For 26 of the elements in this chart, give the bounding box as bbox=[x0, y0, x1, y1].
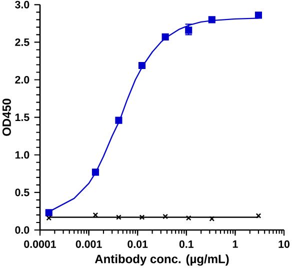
x-tick-label: 0.0001 bbox=[24, 240, 56, 248]
point bbox=[139, 214, 145, 220]
point bbox=[115, 116, 122, 124]
y-tick-label: 0.5 bbox=[15, 188, 30, 196]
point bbox=[162, 33, 169, 40]
y-tick-label: 1.5 bbox=[15, 114, 30, 122]
x-tick-label: 10 bbox=[278, 240, 290, 248]
point bbox=[185, 26, 192, 34]
y-tick-label: 1.0 bbox=[15, 151, 30, 159]
x-tick-label: 0.1 bbox=[179, 240, 194, 248]
point bbox=[138, 62, 146, 70]
y-axis-title: OD450 bbox=[2, 98, 11, 136]
y-tick-label: 2.0 bbox=[15, 76, 30, 84]
y-tick-label: 2.5 bbox=[15, 38, 30, 46]
point bbox=[116, 214, 122, 220]
point bbox=[186, 215, 192, 221]
y-tick-label: 0.0 bbox=[15, 226, 30, 234]
x-tick-label: 1 bbox=[232, 240, 238, 248]
point bbox=[208, 16, 216, 24]
point bbox=[92, 168, 100, 176]
x-tick-label: 0.001 bbox=[76, 240, 102, 248]
x-axis-title: Antibody conc. (µg/mL) bbox=[94, 254, 229, 266]
point bbox=[162, 214, 168, 220]
y-tick-label: 3.0 bbox=[15, 0, 30, 8]
x-tick-label: 0.01 bbox=[128, 240, 148, 248]
point bbox=[209, 216, 215, 222]
